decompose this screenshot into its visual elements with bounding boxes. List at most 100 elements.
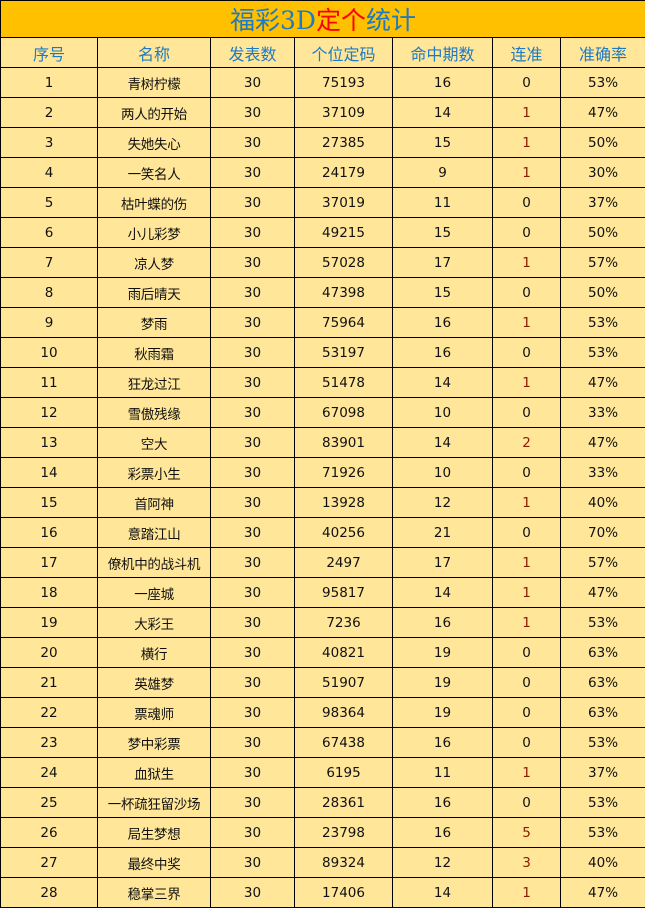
cell-hits: 19: [392, 697, 493, 728]
cell-accuracy: 37%: [559, 757, 645, 788]
cell-streak: 1: [492, 127, 561, 158]
cell-accuracy: 33%: [559, 397, 645, 428]
cell-published: 30: [210, 517, 295, 548]
table-title: 福彩3D定个统计: [0, 0, 645, 38]
cell-index: 24: [0, 757, 98, 788]
table-row: 28 稳掌三界 30 17406 14 1 47%: [0, 877, 645, 908]
cell-accuracy: 50%: [559, 217, 645, 248]
cell-hits: 11: [392, 187, 493, 218]
cell-name: 失她失心: [97, 127, 211, 158]
table-row: 18 一座城 30 95817 14 1 47%: [0, 577, 645, 608]
cell-hits: 14: [392, 97, 493, 128]
cell-accuracy: 53%: [559, 727, 645, 758]
cell-name: 英雄梦: [97, 667, 211, 698]
cell-published: 30: [210, 247, 295, 278]
cell-unit-code: 51478: [294, 367, 393, 398]
cell-hits: 17: [392, 547, 493, 578]
cell-accuracy: 47%: [559, 577, 645, 608]
cell-unit-code: 83901: [294, 427, 393, 458]
cell-unit-code: 37109: [294, 97, 393, 128]
table-row: 4 一笑名人 30 24179 9 1 30%: [0, 157, 645, 188]
cell-streak: 0: [492, 187, 561, 218]
cell-index: 26: [0, 817, 98, 848]
cell-name: 一笑名人: [97, 157, 211, 188]
cell-index: 17: [0, 547, 98, 578]
header-col-name: 名称: [97, 37, 211, 68]
cell-hits: 14: [392, 877, 493, 908]
cell-hits: 12: [392, 847, 493, 878]
cell-index: 27: [0, 847, 98, 878]
cell-index: 1: [0, 67, 98, 98]
cell-name: 意踏江山: [97, 517, 211, 548]
cell-accuracy: 53%: [559, 787, 645, 818]
cell-streak: 5: [492, 817, 561, 848]
cell-index: 6: [0, 217, 98, 248]
cell-hits: 16: [392, 787, 493, 818]
cell-streak: 1: [492, 757, 561, 788]
header-row: 序号 名称 发表数 个位定码 命中期数 连准 准确率: [0, 37, 645, 68]
cell-name: 两人的开始: [97, 97, 211, 128]
cell-accuracy: 50%: [559, 127, 645, 158]
cell-index: 10: [0, 337, 98, 368]
cell-unit-code: 28361: [294, 787, 393, 818]
cell-index: 11: [0, 367, 98, 398]
cell-streak: 1: [492, 307, 561, 338]
cell-accuracy: 63%: [559, 637, 645, 668]
cell-index: 20: [0, 637, 98, 668]
cell-published: 30: [210, 67, 295, 98]
cell-accuracy: 47%: [559, 97, 645, 128]
cell-unit-code: 2497: [294, 547, 393, 578]
cell-published: 30: [210, 547, 295, 578]
cell-streak: 3: [492, 847, 561, 878]
cell-published: 30: [210, 217, 295, 248]
cell-unit-code: 13928: [294, 487, 393, 518]
table-row: 24 血狱生 30 6195 11 1 37%: [0, 757, 645, 788]
cell-hits: 16: [392, 817, 493, 848]
cell-published: 30: [210, 847, 295, 878]
cell-published: 30: [210, 727, 295, 758]
table-row: 11 狂龙过江 30 51478 14 1 47%: [0, 367, 645, 398]
cell-published: 30: [210, 607, 295, 638]
cell-unit-code: 17406: [294, 877, 393, 908]
cell-streak: 1: [492, 487, 561, 518]
cell-streak: 0: [492, 397, 561, 428]
cell-index: 23: [0, 727, 98, 758]
cell-name: 大彩王: [97, 607, 211, 638]
title-highlight: 定个: [315, 6, 366, 35]
title-part-1: 福彩3D: [230, 6, 316, 35]
cell-hits: 11: [392, 757, 493, 788]
cell-published: 30: [210, 697, 295, 728]
cell-accuracy: 47%: [559, 877, 645, 908]
cell-unit-code: 37019: [294, 187, 393, 218]
header-col-accuracy: 准确率: [559, 37, 645, 68]
cell-index: 8: [0, 277, 98, 308]
cell-streak: 1: [492, 607, 561, 638]
cell-unit-code: 49215: [294, 217, 393, 248]
cell-streak: 0: [492, 667, 561, 698]
cell-streak: 0: [492, 67, 561, 98]
table-row: 19 大彩王 30 7236 16 1 53%: [0, 607, 645, 638]
cell-streak: 1: [492, 877, 561, 908]
table-row: 23 梦中彩票 30 67438 16 0 53%: [0, 727, 645, 758]
cell-hits: 10: [392, 457, 493, 488]
cell-hits: 16: [392, 727, 493, 758]
table-row: 22 票魂师 30 98364 19 0 63%: [0, 697, 645, 728]
table-row: 21 英雄梦 30 51907 19 0 63%: [0, 667, 645, 698]
cell-name: 僚机中的战斗机: [97, 547, 211, 578]
cell-published: 30: [210, 367, 295, 398]
cell-published: 30: [210, 337, 295, 368]
table-row: 2 两人的开始 30 37109 14 1 47%: [0, 97, 645, 128]
cell-hits: 14: [392, 427, 493, 458]
cell-hits: 15: [392, 217, 493, 248]
cell-unit-code: 71926: [294, 457, 393, 488]
cell-streak: 2: [492, 427, 561, 458]
cell-accuracy: 30%: [559, 157, 645, 188]
cell-name: 空大: [97, 427, 211, 458]
cell-accuracy: 47%: [559, 427, 645, 458]
cell-index: 13: [0, 427, 98, 458]
cell-hits: 9: [392, 157, 493, 188]
cell-index: 4: [0, 157, 98, 188]
cell-published: 30: [210, 157, 295, 188]
